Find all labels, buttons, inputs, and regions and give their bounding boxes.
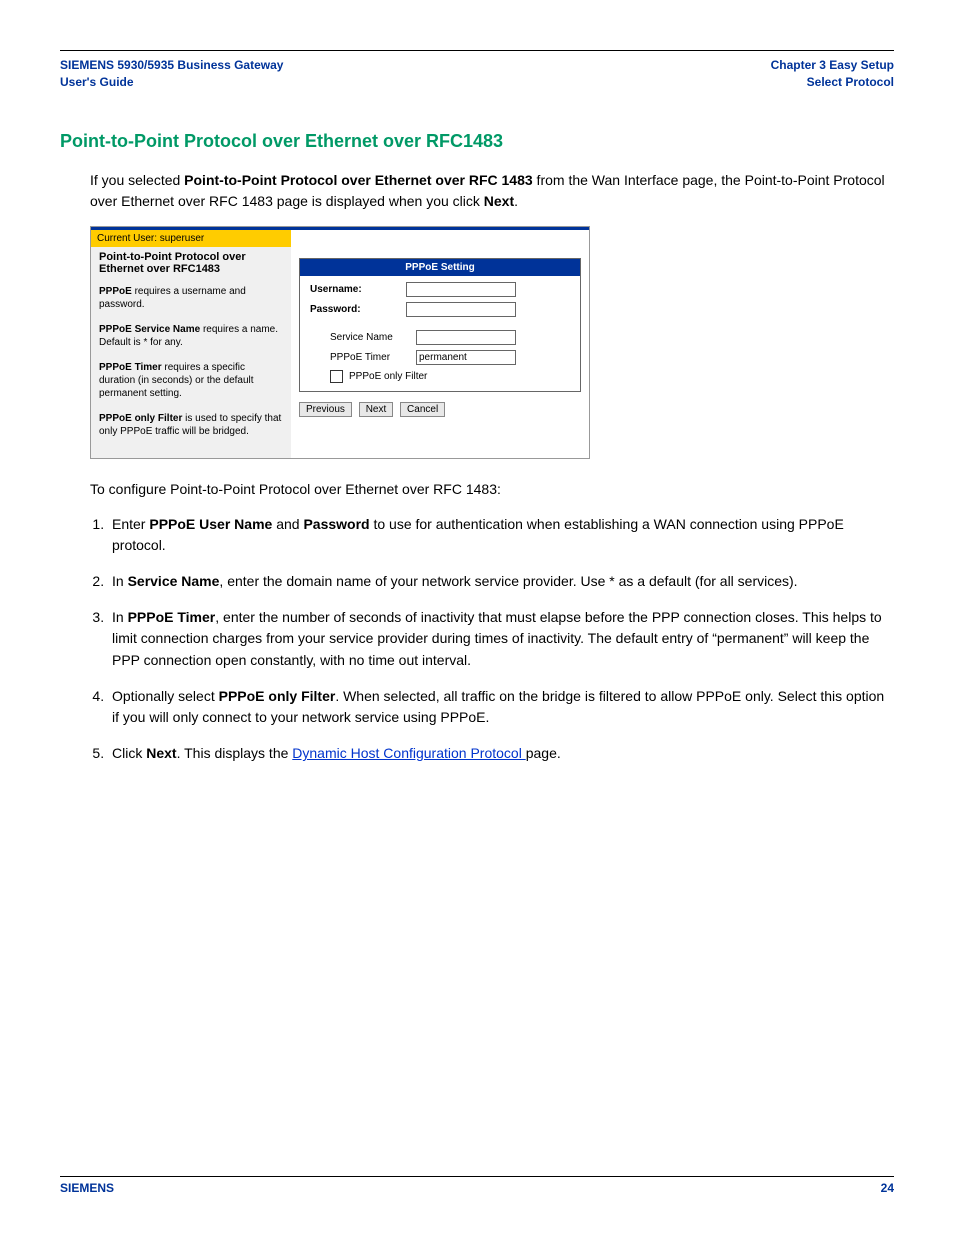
pppoe-filter-checkbox[interactable]: [330, 370, 343, 383]
panel-title: PPPoE Setting: [300, 259, 580, 276]
label-username: Username:: [310, 284, 400, 295]
label-service-name: Service Name: [330, 332, 410, 343]
step-3: In PPPoE Timer, enter the number of seco…: [108, 607, 894, 672]
current-user-bar: Current User: superuser: [91, 227, 291, 247]
button-row: Previous Next Cancel: [299, 402, 581, 417]
shot-sidebar: Current User: superuser Point-to-Point P…: [91, 227, 291, 458]
intro-paragraph: If you selected Point-to-Point Protocol …: [90, 170, 894, 212]
step-5: Click Next. This displays the Dynamic Ho…: [108, 743, 894, 765]
username-input[interactable]: [406, 282, 516, 297]
label-pppoe-filter: PPPoE only Filter: [349, 371, 427, 382]
header-right: Chapter 3 Easy Setup Select Protocol: [771, 57, 894, 91]
desc-filter: PPPoE only Filter is used to specify tha…: [99, 412, 283, 438]
step-2: In Service Name, enter the domain name o…: [108, 571, 894, 593]
header-guide: User's Guide: [60, 74, 283, 91]
desc-service-name: PPPoE Service Name requires a name. Defa…: [99, 323, 283, 349]
section-title: Point-to-Point Protocol over Ethernet ov…: [60, 131, 894, 152]
cancel-button[interactable]: Cancel: [400, 402, 445, 417]
service-name-input[interactable]: [416, 330, 516, 345]
header-product: SIEMENS 5930/5935 Business Gateway: [60, 57, 283, 74]
label-password: Password:: [310, 304, 400, 315]
header-section: Select Protocol: [771, 74, 894, 91]
instruction-list: Enter PPPoE User Name and Password to us…: [60, 514, 894, 765]
step-4: Optionally select PPPoE only Filter. Whe…: [108, 686, 894, 729]
step-1: Enter PPPoE User Name and Password to us…: [108, 514, 894, 557]
label-pppoe-timer: PPPoE Timer: [330, 352, 410, 363]
pppoe-timer-input[interactable]: [416, 350, 516, 365]
desc-pppoe: PPPoE requires a username and password.: [99, 285, 283, 311]
password-input[interactable]: [406, 302, 516, 317]
header-left: SIEMENS 5930/5935 Business Gateway User'…: [60, 57, 283, 91]
pppoe-panel: PPPoE Setting Username: Password: Servic…: [299, 258, 581, 392]
page-number: 24: [881, 1181, 894, 1195]
shot-left-title: Point-to-Point Protocol over Ethernet ov…: [99, 251, 283, 275]
config-lead: To configure Point-to-Point Protocol ove…: [90, 479, 894, 500]
desc-timer: PPPoE Timer requires a specific duration…: [99, 361, 283, 400]
dhcp-link[interactable]: Dynamic Host Configuration Protocol: [292, 745, 525, 761]
previous-button[interactable]: Previous: [299, 402, 352, 417]
footer: SIEMENS 24: [60, 1176, 894, 1195]
shot-main: PPPoE Setting Username: Password: Servic…: [291, 227, 589, 458]
settings-screenshot: Current User: superuser Point-to-Point P…: [90, 226, 590, 459]
header-chapter: Chapter 3 Easy Setup: [771, 57, 894, 74]
footer-brand: SIEMENS: [60, 1181, 114, 1195]
next-button[interactable]: Next: [359, 402, 394, 417]
